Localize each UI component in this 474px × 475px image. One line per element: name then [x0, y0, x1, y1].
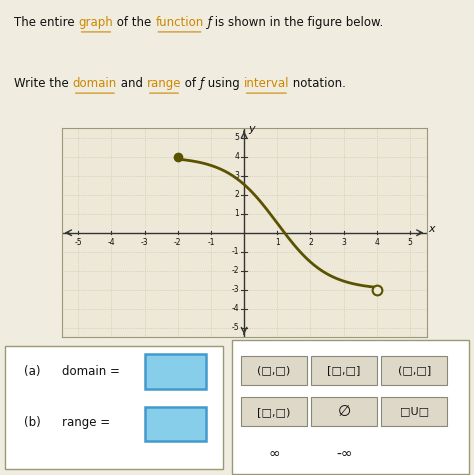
Text: using: using [204, 77, 244, 90]
FancyBboxPatch shape [145, 407, 206, 441]
Text: -5: -5 [74, 238, 82, 247]
Text: 5: 5 [408, 238, 412, 247]
FancyBboxPatch shape [311, 356, 377, 385]
Text: y: y [248, 124, 255, 134]
Text: is shown in the figure below.: is shown in the figure below. [211, 16, 384, 29]
Text: [□,□]: [□,□] [328, 365, 361, 375]
FancyBboxPatch shape [381, 397, 447, 426]
Text: 5: 5 [234, 133, 239, 142]
Text: function: function [155, 16, 204, 29]
Text: range: range [147, 77, 181, 90]
Text: -1: -1 [207, 238, 215, 247]
Text: notation.: notation. [289, 77, 346, 90]
Text: 3: 3 [341, 238, 346, 247]
Text: ∞: ∞ [268, 447, 280, 461]
FancyBboxPatch shape [5, 345, 223, 469]
Text: (a): (a) [24, 365, 40, 378]
FancyBboxPatch shape [381, 356, 447, 385]
Text: 1: 1 [234, 209, 239, 218]
Text: of: of [181, 77, 200, 90]
Text: domain: domain [73, 77, 117, 90]
Text: -4: -4 [231, 304, 239, 313]
Text: (b): (b) [24, 416, 40, 429]
FancyBboxPatch shape [145, 354, 206, 389]
Text: ∅: ∅ [337, 404, 351, 419]
Text: domain =: domain = [62, 365, 123, 378]
Text: [□,□): [□,□) [257, 407, 291, 417]
Text: 3: 3 [234, 171, 239, 180]
Text: of the: of the [113, 16, 155, 29]
Text: 4: 4 [374, 238, 379, 247]
Text: and: and [117, 77, 147, 90]
Text: -1: -1 [232, 247, 239, 256]
Text: -5: -5 [231, 323, 239, 332]
Text: -4: -4 [108, 238, 115, 247]
Text: -∞: -∞ [336, 447, 352, 461]
Text: 4: 4 [234, 152, 239, 161]
Text: -3: -3 [141, 238, 148, 247]
Text: (□,□]: (□,□] [398, 365, 431, 375]
Text: x: x [428, 224, 435, 234]
FancyBboxPatch shape [241, 356, 307, 385]
Text: 1: 1 [275, 238, 280, 247]
FancyBboxPatch shape [241, 397, 307, 426]
Text: 2: 2 [234, 190, 239, 199]
Text: ƒ: ƒ [204, 16, 211, 29]
Text: (□,□): (□,□) [257, 365, 291, 375]
Text: Write the: Write the [14, 77, 73, 90]
Text: -3: -3 [231, 285, 239, 294]
Text: -2: -2 [232, 266, 239, 275]
FancyBboxPatch shape [311, 397, 377, 426]
Text: 2: 2 [308, 238, 313, 247]
FancyBboxPatch shape [232, 340, 469, 474]
Text: range =: range = [62, 416, 113, 429]
Text: graph: graph [79, 16, 113, 29]
Text: The entire: The entire [14, 16, 79, 29]
Text: -2: -2 [174, 238, 182, 247]
Text: ƒ: ƒ [200, 77, 204, 90]
Text: □U□: □U□ [400, 407, 429, 417]
Text: interval: interval [244, 77, 289, 90]
